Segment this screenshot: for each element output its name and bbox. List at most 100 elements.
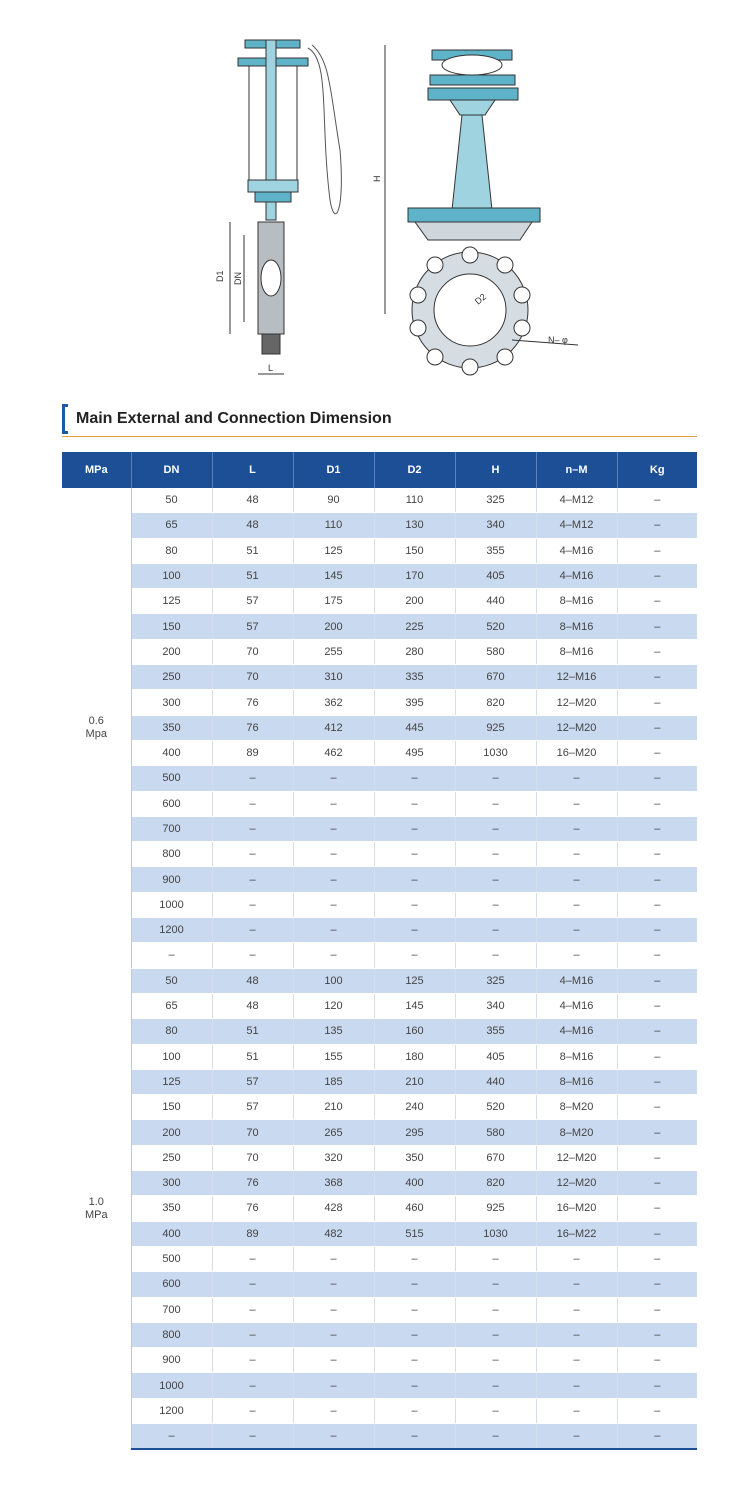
table-cell: 125 <box>130 1069 212 1096</box>
table-cell: – <box>616 639 697 666</box>
table-cell: 100 <box>130 563 212 590</box>
gate <box>260 259 282 297</box>
title-text: Main External and Connection Dimension <box>76 410 392 427</box>
table-cell: 350 <box>373 1145 455 1172</box>
table-cell: – <box>535 866 617 893</box>
table-row: 300 76 368 400 820 12–M20– <box>62 1170 697 1197</box>
column-header: D2 <box>373 452 455 488</box>
table-cell: 76 <box>211 715 293 741</box>
table-cell: 240 <box>373 1094 455 1121</box>
table-cell: 440 <box>454 1069 536 1096</box>
bore <box>433 273 507 347</box>
table-cell: 300 <box>130 1170 212 1197</box>
table-cell: – <box>535 816 617 843</box>
table-cell: – <box>535 942 617 969</box>
table-cell: 700 <box>130 1297 212 1323</box>
pressure-text: 1.0 <box>88 1195 104 1208</box>
table-cell: 48 <box>211 993 293 1020</box>
table-cell: – <box>535 1322 617 1349</box>
table-row: 200 70 265 295 580 8–M20– <box>62 1119 697 1146</box>
table-cell: – <box>292 1423 374 1451</box>
table-cell: 445 <box>373 715 455 741</box>
table-cell: 160 <box>373 1018 455 1045</box>
table-cell: – <box>211 1372 293 1399</box>
table-cell: 8–M16 <box>535 639 617 666</box>
bonnet <box>407 207 541 223</box>
table-cell: – <box>211 841 293 868</box>
table-cell: 1000 <box>130 892 212 919</box>
table-cell: – <box>292 1372 374 1399</box>
bottom <box>261 333 281 355</box>
plate <box>427 87 519 101</box>
table-cell: 820 <box>454 689 536 716</box>
plate <box>429 74 516 86</box>
table-cell: 1200 <box>130 1398 212 1424</box>
table-cell: – <box>211 765 293 792</box>
table-row: 600– – – – – – <box>62 1271 697 1298</box>
table-cell: – <box>292 942 374 969</box>
table-row: 350 76 412 445 925 12–M20– <box>62 715 697 741</box>
table-cell: – <box>373 791 455 817</box>
table-cell: – <box>616 816 697 843</box>
table-cell: 130 <box>373 512 455 539</box>
table-row: 900– – – – – – <box>62 1347 697 1374</box>
table-cell: – <box>535 841 617 868</box>
table-cell: 495 <box>373 740 455 767</box>
table-cell: – <box>616 1044 697 1070</box>
table-row: – – – – – – – <box>62 1423 697 1451</box>
pressure-text: 0.6 <box>88 714 104 727</box>
table-cell: 1030 <box>454 740 536 767</box>
table-cell: 520 <box>454 1094 536 1121</box>
table-cell: 400 <box>130 1221 212 1247</box>
column-header: D1 <box>292 452 374 488</box>
table-cell: 125 <box>292 538 374 564</box>
table-cell: 255 <box>292 639 374 666</box>
table-cell: – <box>292 765 374 792</box>
table-cell: 300 <box>130 689 212 716</box>
table-cell: 57 <box>211 613 293 640</box>
table-cell: – <box>454 1246 536 1273</box>
table-cell: – <box>616 917 697 944</box>
table-cell: 460 <box>373 1195 455 1222</box>
table-cell: 180 <box>373 1044 455 1070</box>
bonnet-body <box>414 221 533 241</box>
table-cell: – <box>373 1347 455 1374</box>
table-cell: 1200 <box>130 917 212 944</box>
table-cell: – <box>292 1322 374 1349</box>
table-cell: 16–M20 <box>535 1195 617 1222</box>
table-cell: 350 <box>130 715 212 741</box>
table-cell: 8–M16 <box>535 1069 617 1096</box>
table-cell: 145 <box>373 993 455 1020</box>
table-cell: – <box>292 866 374 893</box>
table-cell: – <box>130 1423 212 1451</box>
table-cell: 340 <box>454 993 536 1020</box>
table-cell: 145 <box>292 563 374 590</box>
table-cell: – <box>454 791 536 817</box>
table-cell: 185 <box>292 1069 374 1096</box>
table-cell: 925 <box>454 715 536 741</box>
table-cell: 4–M12 <box>535 512 617 539</box>
leader <box>511 339 579 346</box>
table-row: 250 70 310 335 670 12–M16– <box>62 664 697 691</box>
table-cell: 57 <box>211 1094 293 1121</box>
table-cell: 355 <box>454 538 536 564</box>
table-cell: 670 <box>454 664 536 691</box>
table-cell: 350 <box>130 1195 212 1222</box>
label: N– φ <box>548 335 568 345</box>
table-cell: – <box>211 942 293 969</box>
table-cell: – <box>616 1170 697 1197</box>
table-cell: – <box>616 866 697 893</box>
table-cell: – <box>373 1398 455 1424</box>
table-cell: – <box>616 993 697 1020</box>
valve-drawing: D1 DN L H D2 N– φ <box>215 39 579 376</box>
table-cell: 200 <box>292 613 374 640</box>
table-cell: 12–M20 <box>535 689 617 716</box>
table-cell: 520 <box>454 613 536 640</box>
table-cell: 8–M20 <box>535 1094 617 1121</box>
flange <box>254 191 292 203</box>
table-cell: – <box>211 1398 293 1424</box>
table-row: 700– – – – – – <box>62 1297 697 1323</box>
table-cell: – <box>616 563 697 590</box>
table-cell: 800 <box>130 841 212 868</box>
